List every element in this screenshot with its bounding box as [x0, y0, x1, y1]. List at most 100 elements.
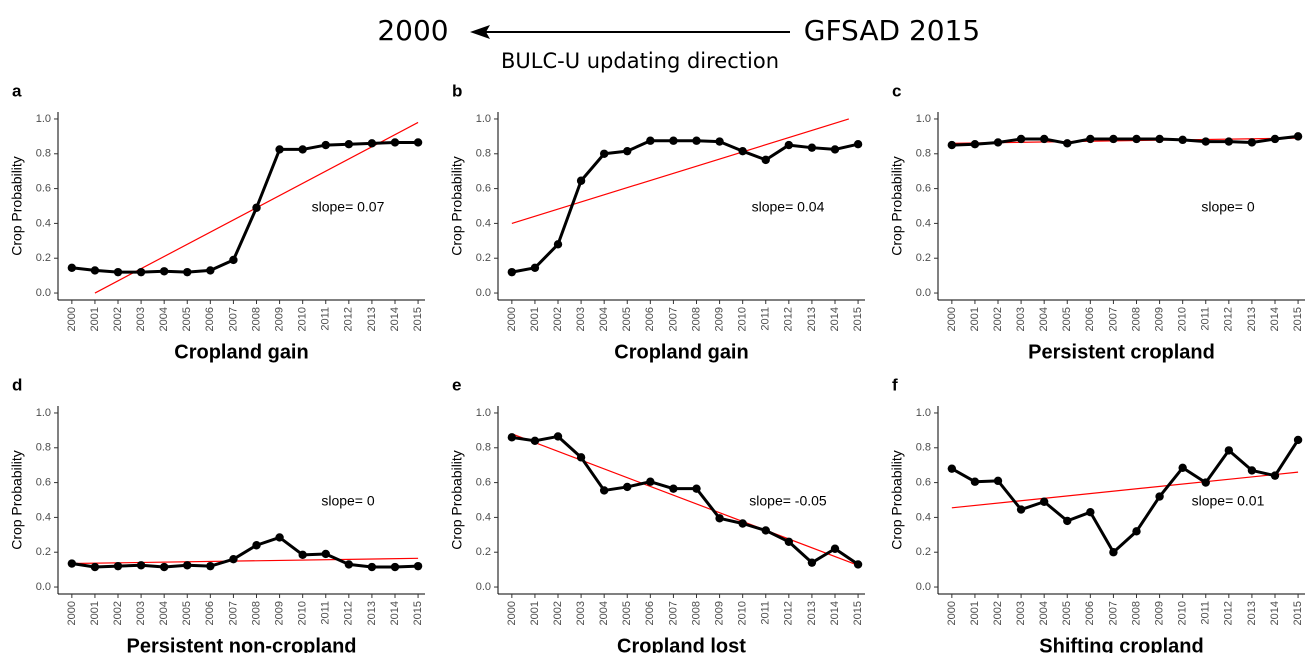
- data-point: [1247, 466, 1257, 475]
- trend-line: [71, 557, 419, 565]
- data-point: [159, 562, 169, 572]
- y-tick-label: 0.4: [476, 217, 491, 229]
- y-axis-label: Crop Probability: [889, 156, 905, 256]
- x-tick-label: 2013: [366, 307, 378, 331]
- x-tick-label: 2003: [575, 307, 587, 331]
- x-tick-label: 2004: [598, 307, 610, 331]
- x-tick-label: 2005: [1061, 307, 1073, 331]
- x-tick-label: 2010: [297, 307, 309, 331]
- x-tick-label: 2001: [529, 601, 541, 625]
- x-tick-label: 2012: [343, 601, 355, 625]
- panel-letter: c: [892, 81, 901, 100]
- data-point: [229, 554, 238, 564]
- x-tick-label: 2000: [506, 307, 518, 331]
- data-point: [136, 561, 146, 570]
- slope-annotation: slope= 0.01: [1192, 493, 1265, 509]
- y-tick-label: 0.2: [476, 546, 491, 558]
- x-tick-label: 2006: [204, 307, 216, 331]
- data-point: [530, 436, 540, 446]
- data-point: [970, 477, 980, 486]
- data-point: [715, 514, 724, 523]
- data-point: [1201, 137, 1210, 146]
- x-tick-label: 2012: [1223, 307, 1235, 331]
- data-point: [947, 464, 957, 473]
- x-tick-label: 2013: [806, 307, 818, 331]
- x-tick-label: 2007: [227, 601, 239, 625]
- data-point: [692, 484, 701, 493]
- data-point: [321, 140, 330, 150]
- x-tick-label: 2010: [297, 601, 309, 625]
- x-tick-label: 2006: [644, 601, 656, 625]
- x-tick-label: 2004: [598, 601, 610, 625]
- x-tick-label: 2014: [389, 601, 401, 625]
- x-tick-label: 2012: [783, 307, 795, 331]
- data-point: [298, 145, 307, 154]
- y-tick-label: 0.2: [916, 546, 931, 558]
- y-axis-label: Crop Probability: [9, 156, 25, 256]
- slope-annotation: slope= 0: [321, 493, 375, 509]
- x-tick-label: 2008: [250, 601, 262, 625]
- data-point: [507, 433, 517, 442]
- y-tick-label: 0.2: [36, 252, 51, 264]
- data-point: [715, 137, 724, 146]
- data-point: [1109, 548, 1118, 557]
- data-point: [853, 560, 863, 569]
- x-tick-label: 2015: [852, 601, 864, 625]
- x-axis-label: Cropland lost: [617, 635, 746, 653]
- x-tick-label: 2010: [737, 307, 749, 331]
- x-tick-label: 2004: [1038, 307, 1050, 331]
- arrow-head: [470, 25, 490, 39]
- data-point: [507, 267, 517, 277]
- y-tick-label: 0.6: [916, 182, 931, 194]
- data-point: [367, 562, 377, 572]
- y-axis-label: Crop Probability: [9, 450, 25, 550]
- x-tick-label: 2010: [737, 601, 749, 625]
- x-tick-label: 2005: [621, 307, 633, 331]
- data-point: [576, 176, 586, 185]
- data-point: [183, 267, 192, 277]
- x-tick-label: 2004: [158, 601, 170, 625]
- x-axis-label: Cropland gain: [174, 341, 308, 363]
- x-axis-label: Cropland gain: [614, 341, 748, 363]
- x-tick-label: 2009: [713, 601, 725, 625]
- data-point: [113, 561, 123, 571]
- slope-annotation: slope= -0.05: [749, 493, 827, 509]
- data-line: [511, 434, 859, 566]
- x-tick-label: 2000: [66, 601, 78, 625]
- x-tick-label: 2000: [506, 601, 518, 625]
- x-tick-label: 2007: [227, 307, 239, 331]
- data-point: [1132, 134, 1141, 144]
- y-tick-label: 0.6: [36, 182, 51, 194]
- data-point: [159, 267, 169, 276]
- data-point: [321, 549, 330, 559]
- data-point: [67, 263, 77, 272]
- data-point: [90, 266, 100, 275]
- x-tick-label: 2014: [1269, 601, 1281, 625]
- y-tick-label: 1.0: [36, 113, 51, 125]
- data-point: [1224, 137, 1234, 146]
- data-point: [553, 432, 563, 441]
- y-tick-label: 0.0: [916, 287, 931, 299]
- data-point: [669, 136, 678, 145]
- y-tick-label: 0.4: [476, 511, 491, 523]
- header-right: GFSAD 2015: [804, 14, 980, 47]
- x-tick-label: 2006: [1084, 601, 1096, 625]
- data-point: [692, 136, 701, 145]
- data-point: [1016, 505, 1026, 514]
- x-tick-label: 2004: [1038, 601, 1050, 625]
- y-tick-label: 0.8: [476, 148, 491, 160]
- data-point: [1247, 138, 1257, 147]
- data-point: [206, 266, 215, 275]
- data-point: [183, 561, 192, 570]
- x-tick-label: 2003: [135, 307, 147, 331]
- data-point: [830, 145, 840, 154]
- header-left: 2000: [377, 14, 448, 47]
- x-tick-label: 2002: [552, 307, 564, 331]
- y-tick-label: 0.2: [476, 252, 491, 264]
- x-tick-label: 2013: [1246, 601, 1258, 625]
- y-tick-label: 1.0: [36, 407, 51, 419]
- y-tick-label: 0.8: [476, 442, 491, 454]
- x-axis-label: Persistent cropland: [1028, 341, 1215, 363]
- x-tick-label: 2011: [320, 307, 332, 331]
